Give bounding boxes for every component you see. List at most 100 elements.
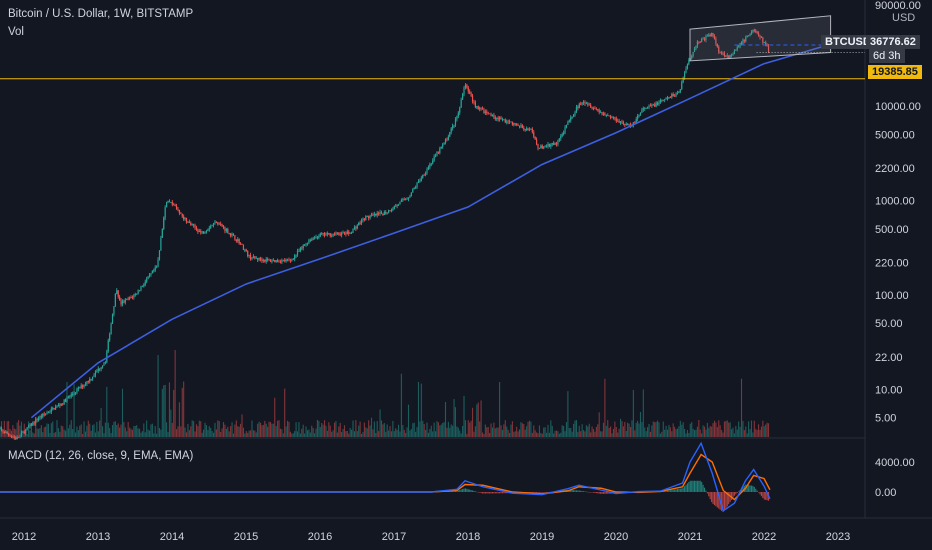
candle-body <box>348 231 350 234</box>
macd-histogram-bar <box>711 492 713 503</box>
volume-bar <box>537 433 539 437</box>
candle-body <box>592 108 595 110</box>
volume-bar <box>59 431 61 437</box>
candle-body <box>16 437 18 440</box>
volume-bar <box>117 423 119 437</box>
macd-histogram-bar <box>577 490 579 492</box>
candle-body <box>705 36 707 40</box>
candle-body <box>743 39 745 42</box>
volume-bar <box>614 421 616 437</box>
candle-body <box>239 243 242 245</box>
volume-bar <box>541 433 543 437</box>
candle-body <box>513 123 515 125</box>
macd-histogram-bar <box>480 492 482 493</box>
macd-histogram-bar <box>457 490 459 492</box>
candle-body <box>615 118 617 122</box>
candle-body <box>719 52 721 53</box>
volume-bar <box>516 426 518 437</box>
volume-bar <box>480 400 482 437</box>
candle-body <box>591 107 593 109</box>
candle-body <box>86 381 88 384</box>
candle-body <box>342 232 344 234</box>
macd-histogram-bar <box>752 485 754 492</box>
candle-body <box>380 212 383 214</box>
candle-body <box>45 413 47 415</box>
volume-bar <box>185 432 188 437</box>
macd-histogram-bar <box>548 491 550 493</box>
macd-histogram-bar <box>672 489 674 492</box>
volume-bar <box>99 420 101 437</box>
volume-bar <box>469 422 471 437</box>
candle-body <box>116 290 118 294</box>
candle-body <box>276 260 279 262</box>
volume-bar <box>131 429 133 437</box>
candle-body <box>33 422 35 424</box>
volume-bar <box>487 426 489 437</box>
volume-bar <box>278 420 280 437</box>
volume-bar <box>124 427 126 437</box>
candle-body <box>676 92 679 94</box>
candle-body <box>195 227 198 230</box>
volume-bar <box>167 432 169 437</box>
volume-bar <box>158 427 161 437</box>
candle-body <box>484 111 486 114</box>
volume-bar <box>18 420 20 437</box>
volume-bar <box>100 407 102 437</box>
volume-bar <box>274 397 276 437</box>
volume-label[interactable]: Vol <box>8 26 24 38</box>
volume-bar <box>220 431 222 437</box>
macd-histogram-bar <box>597 492 599 494</box>
volume-bar <box>301 428 303 437</box>
candle-body <box>496 117 498 119</box>
volume-bar <box>453 399 455 437</box>
candle-body <box>538 148 541 149</box>
macd-histogram-bar <box>749 485 751 492</box>
candle-body <box>84 383 87 385</box>
volume-bar <box>756 430 758 437</box>
volume-bar <box>140 432 142 437</box>
year-tick-label: 2016 <box>308 531 332 543</box>
candle-body <box>308 240 310 244</box>
candle-body <box>619 121 622 123</box>
candle-body <box>487 112 489 114</box>
candle-body <box>547 143 549 147</box>
candle-body <box>148 274 151 277</box>
volume-bar <box>577 431 579 437</box>
volume-bar <box>67 428 69 437</box>
macd-histogram-bar <box>703 487 706 492</box>
candle-body <box>93 375 95 378</box>
macd-histogram-bar <box>594 492 596 493</box>
candle-body <box>621 121 623 123</box>
candle-body <box>120 300 122 305</box>
macd-histogram-bar <box>682 487 684 492</box>
candle-body <box>402 199 404 201</box>
candle-body <box>645 107 647 109</box>
volume-bar <box>669 427 671 437</box>
macd-histogram-bar <box>679 488 681 492</box>
candle-body <box>301 247 303 249</box>
volume-bar <box>746 433 748 437</box>
volume-bar <box>30 423 32 437</box>
candle-body <box>760 37 763 38</box>
candle-body <box>198 231 200 233</box>
candle-body <box>395 205 397 207</box>
volume-bar <box>560 432 562 437</box>
candle-body <box>385 212 387 214</box>
candle-body <box>501 119 504 121</box>
volume-bar <box>538 425 540 437</box>
candle-body <box>258 257 260 260</box>
macd-label[interactable]: MACD (12, 26, close, 9, EMA, EMA) <box>8 450 194 462</box>
volume-bar <box>664 429 666 437</box>
symbol-title[interactable]: Bitcoin / U.S. Dollar, 1W, BITSTAMP <box>8 8 194 20</box>
volume-bar <box>251 420 253 437</box>
volume-bar <box>398 424 400 437</box>
volume-bar <box>106 386 108 437</box>
volume-bar <box>150 424 152 437</box>
volume-bar <box>232 433 235 437</box>
candle-body <box>124 299 126 303</box>
candle-body <box>648 105 650 108</box>
candle-body <box>284 259 286 262</box>
volume-bar <box>427 432 429 437</box>
